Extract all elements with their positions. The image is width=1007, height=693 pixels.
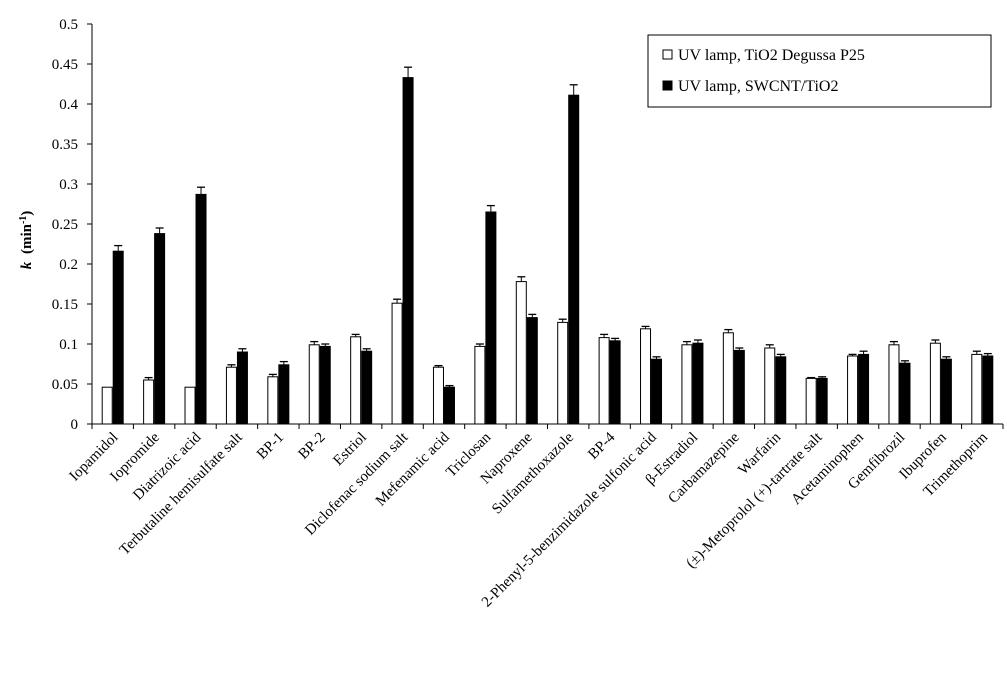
bar-series-2 — [154, 233, 166, 425]
bar-series-2 — [899, 362, 911, 425]
bar-series-2 — [236, 351, 248, 425]
bar-series-1 — [681, 344, 693, 425]
legend-label-series-1: UV lamp, TiO2 Degussa P25 — [678, 47, 865, 64]
x-tick-label: BP-4 — [585, 429, 618, 462]
x-tick-label: Carbamazepine — [665, 429, 743, 507]
bar-series-1 — [764, 347, 776, 425]
bar-series-1 — [929, 342, 941, 425]
bar-series-2 — [112, 250, 124, 425]
bar-series-1 — [971, 353, 983, 425]
y-axis-label-main: k — [19, 261, 35, 269]
bar-series-2 — [609, 340, 621, 425]
bar-series-1 — [474, 345, 486, 425]
bar-series-1 — [598, 337, 610, 425]
y-tick-label: 0.35 — [52, 137, 78, 153]
y-tick-label: 0.45 — [52, 57, 78, 73]
bar-series-1 — [515, 281, 527, 425]
y-axis-label-unit-close: ) — [19, 211, 35, 216]
bar-series-1 — [143, 379, 155, 425]
y-tick-label: 0.15 — [52, 297, 78, 313]
y-axis-label-exponent: -1 — [18, 216, 29, 224]
x-tick-label: Acetaminophen — [788, 429, 867, 508]
bar-series-2 — [485, 211, 497, 425]
x-tick-label: Estriol — [330, 430, 370, 470]
legend: UV lamp, TiO2 Degussa P25 UV lamp, SWCNT… — [647, 34, 992, 108]
legend-label-series-2: UV lamp, SWCNT/TiO2 — [678, 78, 838, 95]
bar-series-2 — [858, 353, 870, 425]
bar-series-2 — [319, 345, 331, 425]
bar-series-1 — [847, 355, 859, 425]
bar-series-1 — [640, 328, 652, 425]
bar-series-1 — [184, 386, 196, 425]
bar-series-2 — [816, 377, 828, 425]
legend-frame — [647, 34, 992, 108]
y-tick-label: 0.4 — [59, 97, 78, 113]
bar-series-1 — [267, 376, 279, 425]
bar-series-2 — [278, 364, 290, 425]
bar-series-2 — [361, 350, 373, 425]
y-tick-label: 0.1 — [59, 337, 78, 353]
bar-series-1 — [722, 332, 734, 425]
bar-series-1 — [308, 344, 320, 425]
bar-series-2 — [568, 94, 580, 425]
legend-swatch-series-1 — [662, 49, 673, 60]
x-tick-label: BP-1 — [254, 430, 287, 463]
bar-series-2 — [775, 356, 787, 425]
bar-series-2 — [940, 358, 952, 425]
bar-series-2 — [651, 358, 663, 425]
bar-series-1 — [888, 344, 900, 425]
bar-series-2 — [195, 193, 207, 425]
bar-series-1 — [432, 366, 444, 425]
y-tick-label: 0.2 — [59, 257, 78, 273]
x-tick-label: Mefenamic acid — [373, 429, 453, 509]
bar-series-2 — [526, 317, 538, 425]
bar-series-1 — [391, 302, 403, 425]
y-tick-label: 0 — [71, 417, 79, 433]
y-axis-label: k (min-1) — [18, 211, 36, 270]
bar-series-2 — [733, 349, 745, 425]
y-tick-label: 0.5 — [59, 17, 78, 33]
y-tick-label: 0.05 — [52, 377, 78, 393]
bar-series-2 — [443, 386, 455, 425]
bar-series-1 — [225, 366, 237, 425]
y-tick-label: 0.3 — [59, 177, 78, 193]
bar-series-2 — [982, 355, 994, 425]
bar-series-1 — [805, 377, 817, 425]
bar-series-1 — [557, 321, 569, 425]
y-tick-label: 0.25 — [52, 217, 78, 233]
legend-swatch-series-2 — [662, 80, 673, 91]
x-tick-label: BP-2 — [295, 430, 328, 463]
bar-series-1 — [101, 386, 113, 425]
bar-series-2 — [692, 342, 704, 425]
bar-series-1 — [350, 336, 362, 425]
bar-series-2 — [402, 77, 414, 425]
y-axis-label-unit: (min — [19, 223, 35, 254]
